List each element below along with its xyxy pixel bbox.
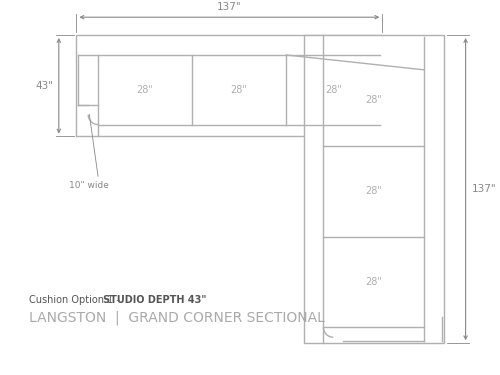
Bar	[76, 35, 382, 136]
Text: STUDIO DEPTH 43": STUDIO DEPTH 43"	[103, 296, 206, 305]
Bar	[304, 35, 444, 343]
Text: 10" wide: 10" wide	[68, 181, 108, 190]
Text: 28": 28"	[366, 95, 382, 105]
Text: 28": 28"	[366, 277, 382, 287]
Text: 28": 28"	[230, 85, 248, 95]
Text: 137": 137"	[472, 184, 496, 194]
Text: 28": 28"	[366, 186, 382, 196]
Text: 28": 28"	[136, 85, 154, 95]
Text: 137": 137"	[217, 2, 242, 12]
Text: 43": 43"	[36, 81, 54, 91]
Text: LANGSTON  |  GRAND CORNER SECTIONAL: LANGSTON | GRAND CORNER SECTIONAL	[30, 311, 326, 325]
Text: Cushion Option 1 -: Cushion Option 1 -	[30, 296, 124, 305]
Text: 28": 28"	[325, 85, 342, 95]
